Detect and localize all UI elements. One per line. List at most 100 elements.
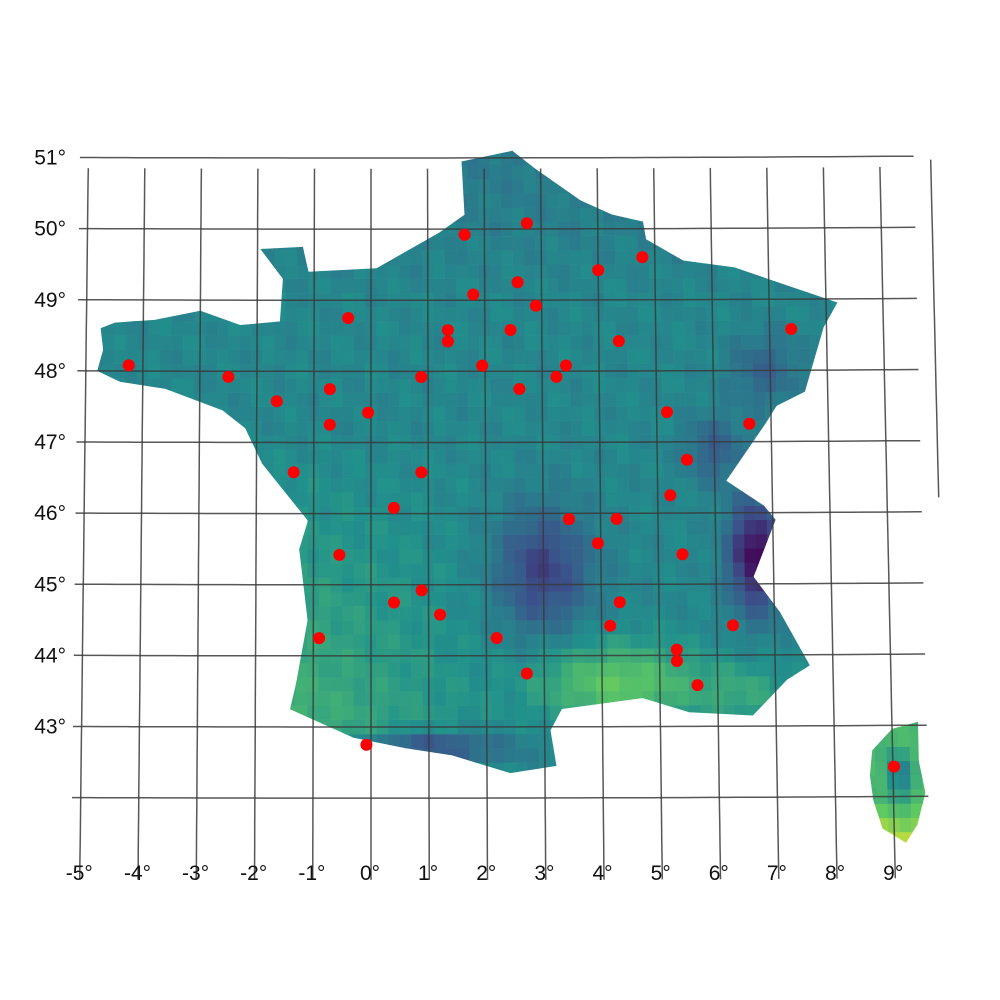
raster-cell xyxy=(625,207,638,222)
raster-cell xyxy=(226,563,240,578)
raster-cell xyxy=(491,662,505,678)
raster-cell xyxy=(226,620,239,635)
raster-cell xyxy=(399,307,411,322)
raster-cell xyxy=(353,605,366,621)
raster-cell xyxy=(214,705,227,721)
raster-cell xyxy=(168,662,181,678)
parallel-line xyxy=(73,653,926,657)
raster-cell xyxy=(353,748,366,763)
raster-cell xyxy=(433,520,446,536)
raster-cell xyxy=(98,704,111,720)
raster-cell xyxy=(638,377,651,393)
raster-cell xyxy=(492,833,506,843)
raster-cell xyxy=(122,619,135,635)
raster-cell xyxy=(892,476,905,491)
raster-cell xyxy=(910,803,924,818)
raster-cell xyxy=(491,520,504,536)
raster-cell xyxy=(526,605,539,621)
raster-cell xyxy=(206,207,219,223)
station-point xyxy=(529,299,542,312)
raster-cell xyxy=(353,833,366,843)
raster-cell xyxy=(285,150,298,152)
raster-cell xyxy=(582,449,595,464)
raster-cell xyxy=(105,136,117,150)
raster-cell xyxy=(812,533,826,549)
raster-cell xyxy=(387,335,400,351)
raster-layer xyxy=(97,136,926,843)
raster-cell xyxy=(923,831,926,843)
raster-cell xyxy=(376,748,389,763)
raster-cell xyxy=(513,406,526,422)
raster-cell xyxy=(182,420,195,436)
raster-cell xyxy=(434,549,446,564)
raster-cell xyxy=(353,762,366,777)
raster-cell xyxy=(800,490,813,506)
raster-cell xyxy=(284,477,297,493)
raster-cell xyxy=(546,249,559,265)
raster-cell xyxy=(836,561,849,577)
raster-cell xyxy=(662,463,675,478)
raster-cell xyxy=(330,748,343,763)
raster-cell xyxy=(841,817,854,833)
raster-cell xyxy=(262,250,275,265)
raster-cell xyxy=(741,377,754,393)
raster-cell xyxy=(772,206,785,222)
raster-cell xyxy=(862,703,875,719)
raster-cell xyxy=(891,461,905,477)
raster-cell xyxy=(685,420,698,436)
raster-cell xyxy=(747,732,760,748)
raster-cell xyxy=(604,406,618,421)
raster-cell xyxy=(168,705,181,720)
raster-cell xyxy=(433,349,446,365)
raster-cell xyxy=(203,691,216,706)
raster-cell xyxy=(399,264,412,280)
raster-cell xyxy=(829,191,842,207)
raster-cell xyxy=(202,833,215,843)
raster-cell xyxy=(885,177,898,193)
raster-cell xyxy=(502,563,516,578)
raster-cell xyxy=(238,634,251,649)
raster-cell xyxy=(261,676,274,692)
raster-cell xyxy=(126,306,139,322)
station-points xyxy=(122,217,900,773)
raster-cell xyxy=(909,746,922,761)
raster-cell xyxy=(353,463,366,479)
raster-cell xyxy=(104,192,117,208)
raster-cell xyxy=(792,690,806,705)
raster-cell xyxy=(630,690,644,706)
raster-cell xyxy=(203,605,216,621)
raster-cell xyxy=(143,819,157,834)
raster-cell xyxy=(782,775,795,791)
raster-cell xyxy=(787,419,801,435)
raster-cell xyxy=(492,762,505,777)
raster-cell xyxy=(677,733,690,749)
station-point xyxy=(476,359,489,372)
raster-cell xyxy=(109,762,122,777)
raster-cell xyxy=(667,832,680,843)
raster-cell xyxy=(468,492,481,507)
raster-cell xyxy=(795,832,808,843)
raster-cell xyxy=(228,321,241,336)
raster-cell xyxy=(330,677,343,692)
raster-cell xyxy=(886,234,899,250)
raster-cell xyxy=(434,534,446,550)
raster-cell xyxy=(678,832,692,843)
raster-cell xyxy=(828,163,841,179)
raster-cell xyxy=(157,619,170,635)
raster-cell xyxy=(526,591,539,607)
raster-cell xyxy=(905,547,918,562)
raster-cell xyxy=(922,817,926,833)
raster-cell xyxy=(687,619,700,635)
raster-cell xyxy=(818,832,831,843)
raster-cell xyxy=(503,634,516,649)
raster-cell xyxy=(732,562,746,577)
raster-cell xyxy=(550,762,563,777)
raster-cell xyxy=(754,491,768,506)
raster-cell xyxy=(513,349,526,365)
raster-cell xyxy=(376,406,389,422)
raster-cell xyxy=(806,832,820,843)
raster-cell xyxy=(524,392,537,407)
raster-cell xyxy=(330,477,343,493)
station-point xyxy=(441,335,454,348)
raster-cell xyxy=(728,277,741,293)
